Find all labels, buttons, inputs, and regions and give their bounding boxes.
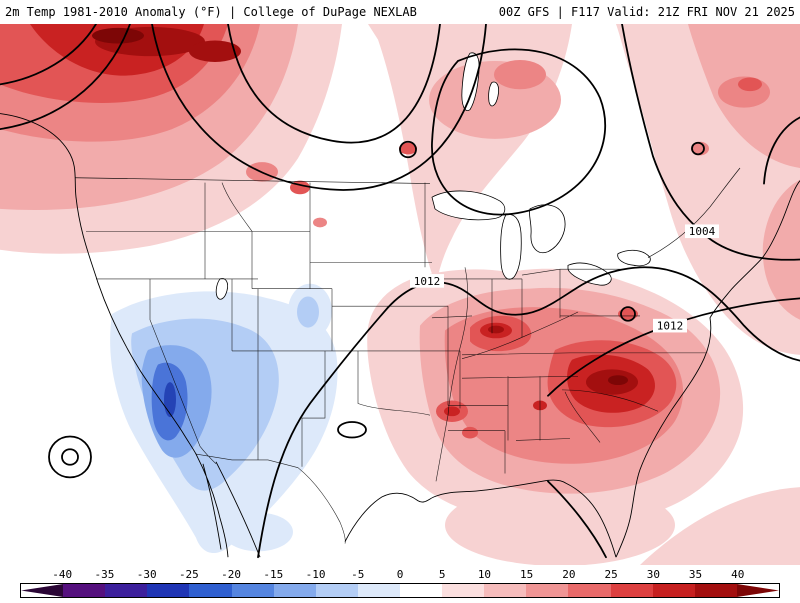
isobar-ring — [337, 421, 367, 439]
contour-label-box — [685, 224, 719, 239]
colorbar-segment — [610, 584, 653, 597]
warm-anomaly-blob — [762, 179, 800, 320]
state-border-lines — [86, 182, 706, 544]
colorbar-tick-label: -20 — [221, 568, 242, 581]
cold-anomaly-blob — [223, 512, 293, 552]
warm-anomaly-spot — [691, 141, 709, 156]
warm-anomaly-spot — [618, 308, 638, 320]
colorbar-tick-label: 25 — [604, 568, 618, 581]
colorbar-segment — [694, 584, 737, 597]
colorbar-segment — [526, 584, 569, 597]
colorbar-tick-label: 10 — [477, 568, 492, 581]
colorbar-tick-label: 20 — [562, 568, 576, 581]
contour-label: 1012 — [414, 275, 440, 288]
colorbar-tick-label: -10 — [305, 568, 326, 581]
colorbar-tick-label: 35 — [688, 568, 703, 581]
colorbar-area: -40 -35 -30 -25 -20 -15 -10 -5 0 5 10 15 20 25 30 35 40 — [0, 565, 800, 603]
warm-anomaly-core — [488, 325, 504, 334]
contour-label-box — [653, 318, 687, 333]
contour-label: 1012 — [657, 320, 683, 333]
warm-anomaly-core — [608, 375, 628, 385]
isobar-ring — [620, 306, 636, 322]
colorbar-segment — [189, 584, 232, 597]
colorbar-segment — [147, 584, 190, 597]
lake-winnipeg — [461, 52, 480, 111]
colorbar-segments — [20, 583, 780, 598]
great-salt-lake — [215, 278, 228, 300]
contour-label: 1004 — [689, 225, 716, 238]
colorbar-tick-label: 30 — [646, 568, 660, 581]
isobar-ring — [691, 141, 705, 156]
warm-anomaly-fills — [0, 24, 800, 565]
cold-anomaly-fills — [110, 283, 338, 554]
warm-anomaly-spot — [462, 426, 478, 439]
colorbar-segment — [105, 584, 148, 597]
colorbar-segment — [315, 584, 358, 597]
colorbar-segment — [231, 584, 274, 597]
colorbar-tick-label: -40 — [52, 568, 73, 581]
model-run-info: 00Z GFS | F117 Valid: 21Z FRI NOV 21 202… — [498, 5, 795, 19]
colorbar-tick-label: -35 — [94, 568, 115, 581]
colorbar-segment — [568, 584, 611, 597]
coastline-path — [0, 113, 800, 558]
colorbar-segment — [484, 584, 527, 597]
lake-michigan — [500, 213, 522, 280]
warm-anomaly-blob — [445, 484, 675, 565]
pressure-contours — [0, 24, 800, 559]
colorbar-tick-label: 40 — [731, 568, 745, 581]
colorbar-segment — [357, 584, 400, 597]
title-bar: 2m Temp 1981-2010 Anomaly (°F) | College… — [0, 0, 800, 24]
colorbar-tick-label: 15 — [520, 568, 534, 581]
geography-borders — [0, 113, 800, 558]
cold-anomaly-core — [164, 382, 176, 418]
colorbar-segment — [399, 584, 443, 597]
lake-erie — [567, 262, 612, 286]
contour-label-box — [410, 274, 444, 288]
colorbar-tick-label: 0 — [396, 568, 404, 581]
colorbar-segment — [273, 584, 316, 597]
warm-anomaly-blob — [640, 487, 800, 565]
colorbar-tick-label: -30 — [136, 568, 157, 581]
colorbar-ticks: -40 -35 -30 -25 -20 -15 -10 -5 0 5 10 15 20 25 30 35 40 — [20, 568, 780, 581]
warm-anomaly-spot — [399, 142, 417, 155]
colorbar-tick-label: 5 — [438, 568, 446, 581]
cold-anomaly-blob — [297, 296, 319, 328]
isobar-ring — [48, 435, 92, 479]
colorbar-segment — [736, 584, 779, 597]
warm-anomaly-core — [189, 40, 241, 62]
colorbar-segment — [652, 584, 695, 597]
small-lake — [488, 81, 500, 107]
colorbar-tick-label: -15 — [263, 568, 284, 581]
isobar-ring — [61, 448, 79, 466]
colorbar-tick-label: -25 — [178, 568, 199, 581]
map-canvas: 1012 1004 1012 — [0, 24, 800, 565]
colorbar-segment — [63, 584, 106, 597]
lake-ontario — [617, 249, 651, 267]
colorbar-segment — [21, 584, 64, 597]
warm-anomaly-spot — [313, 217, 327, 228]
isobar-ring — [399, 140, 417, 159]
colorbar-tick-label: -5 — [351, 568, 365, 581]
contour-labels: 1012 1004 1012 — [410, 224, 719, 332]
warm-anomaly-spot — [444, 406, 460, 417]
product-title: 2m Temp 1981-2010 Anomaly (°F) | College… — [5, 5, 417, 19]
colorbar-segment — [442, 584, 485, 597]
canada-border-line — [74, 167, 741, 258]
warm-anomaly-spot — [738, 77, 762, 92]
lake-huron — [529, 204, 566, 253]
anomaly-map-svg: 1012 1004 1012 — [0, 24, 800, 565]
warm-anomaly-spot — [494, 60, 546, 90]
warm-anomaly-core — [92, 27, 144, 44]
isobar-path — [0, 24, 800, 559]
